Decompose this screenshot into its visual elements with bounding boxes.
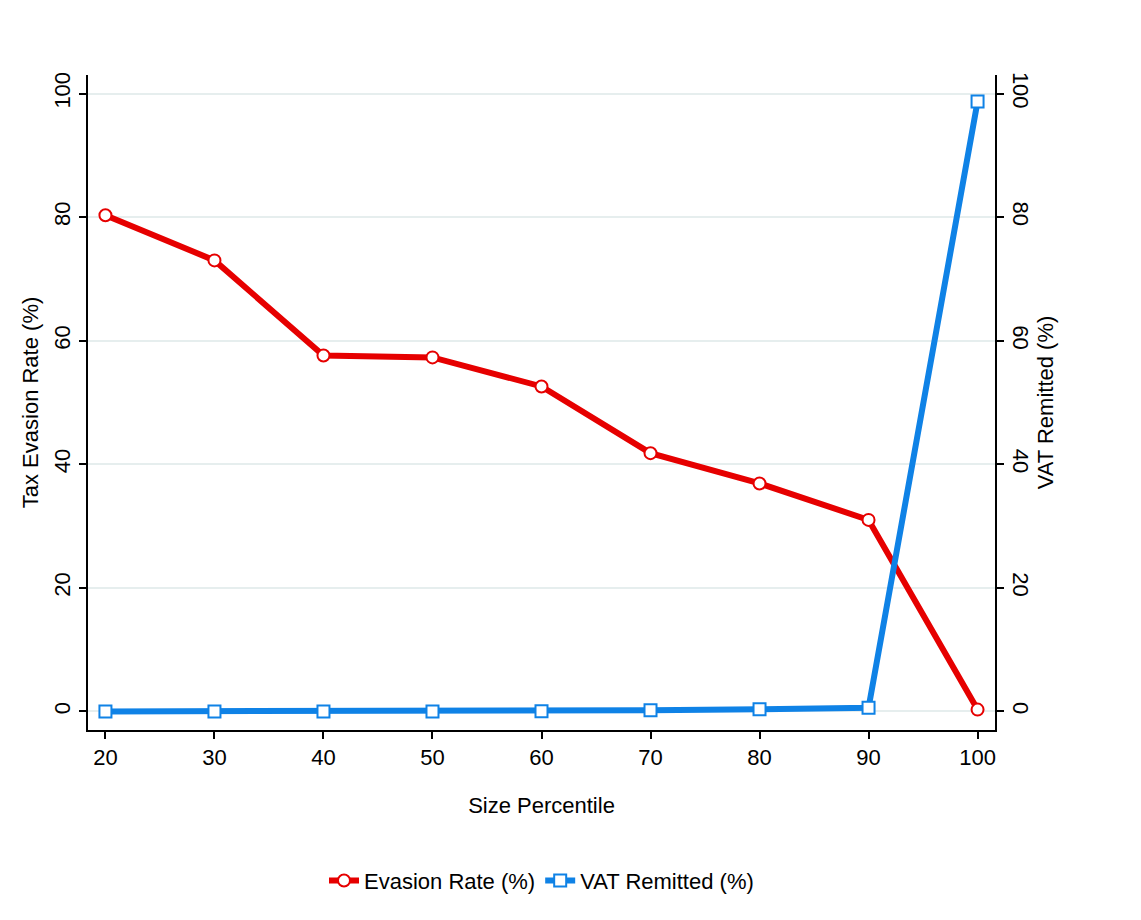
svg-text:100: 100 — [50, 72, 75, 109]
svg-text:60: 60 — [50, 325, 75, 349]
svg-text:Size Percentile: Size Percentile — [468, 793, 615, 818]
svg-text:80: 80 — [747, 745, 771, 770]
svg-text:60: 60 — [529, 745, 553, 770]
svg-text:40: 40 — [1008, 449, 1033, 473]
svg-text:VAT Remitted (%): VAT Remitted (%) — [1033, 316, 1058, 490]
svg-text:20: 20 — [93, 745, 117, 770]
svg-text:Evasion Rate (%): Evasion Rate (%) — [364, 869, 535, 894]
svg-text:40: 40 — [311, 745, 335, 770]
svg-text:20: 20 — [1008, 572, 1033, 596]
svg-text:40: 40 — [50, 449, 75, 473]
svg-text:80: 80 — [1008, 202, 1033, 226]
svg-text:0: 0 — [1008, 702, 1033, 714]
svg-text:80: 80 — [50, 202, 75, 226]
svg-text:30: 30 — [202, 745, 226, 770]
svg-text:70: 70 — [638, 745, 662, 770]
svg-text:100: 100 — [1008, 72, 1033, 109]
svg-text:20: 20 — [50, 572, 75, 596]
svg-text:VAT Remitted (%): VAT Remitted (%) — [580, 869, 754, 894]
svg-text:50: 50 — [420, 745, 444, 770]
svg-text:100: 100 — [959, 745, 996, 770]
svg-text:90: 90 — [856, 745, 880, 770]
svg-text:0: 0 — [50, 702, 75, 714]
svg-text:60: 60 — [1008, 325, 1033, 349]
svg-text:Tax Evasion Rate (%): Tax Evasion Rate (%) — [18, 297, 43, 509]
